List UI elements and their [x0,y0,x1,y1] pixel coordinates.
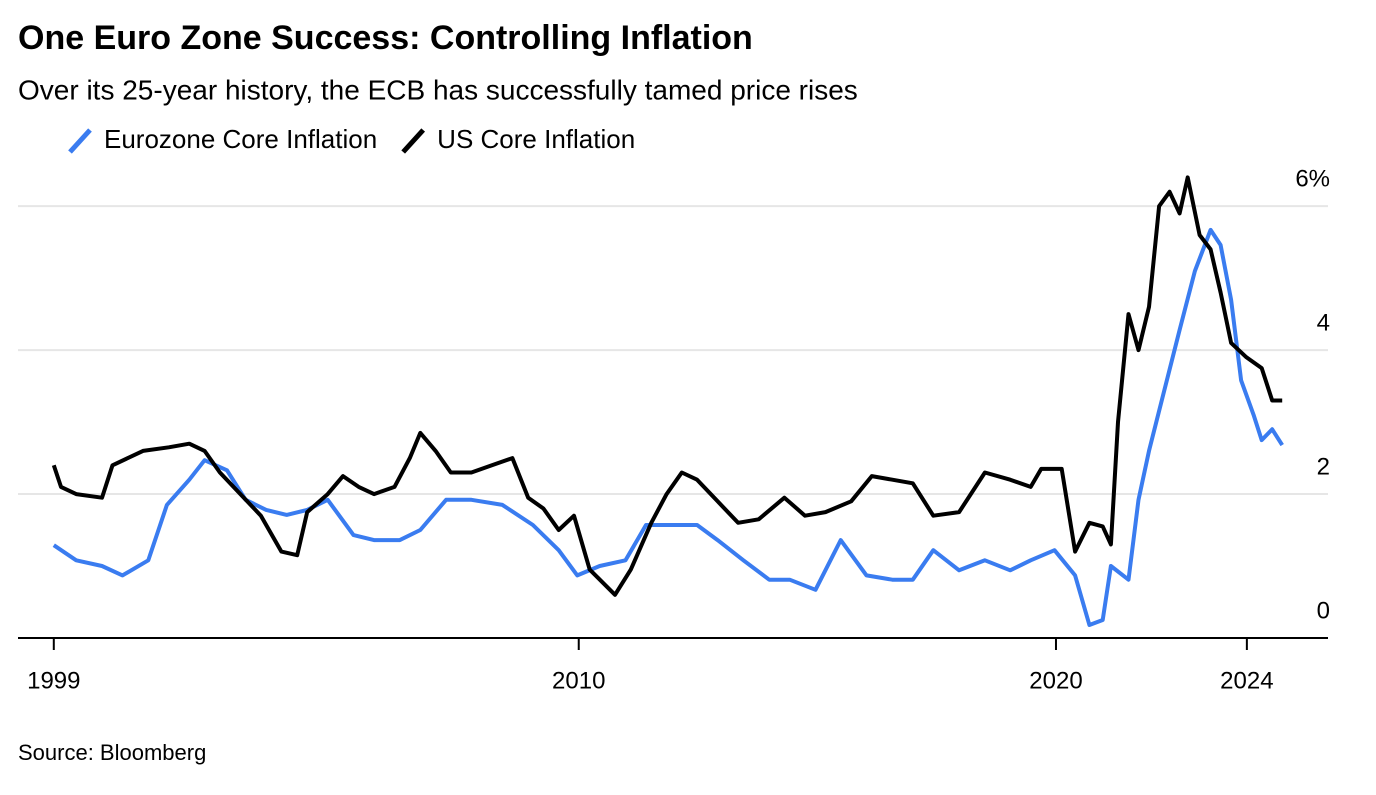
legend-swatch [68,128,92,154]
x-tick-label: 1999 [27,667,80,694]
chart-title: One Euro Zone Success: Controlling Infla… [18,19,753,57]
x-tick-label: 2024 [1220,667,1273,694]
chart-subtitle: Over its 25-year history, the ECB has su… [18,74,858,105]
y-tick-label: 4 [1317,309,1330,336]
legend-label: Eurozone Core Inflation [104,124,377,154]
series-line [52,227,1284,627]
series-line [51,175,1283,597]
source-note: Source: Bloomberg [18,740,206,765]
y-tick-label: 2 [1317,453,1330,480]
x-tick-label: 2010 [552,667,605,694]
y-tick-label: 0 [1317,597,1330,624]
legend-swatch [401,128,426,154]
x-tick-label: 2020 [1029,667,1082,694]
legend-label: US Core Inflation [437,124,635,154]
y-tick-label: 6% [1295,166,1330,193]
